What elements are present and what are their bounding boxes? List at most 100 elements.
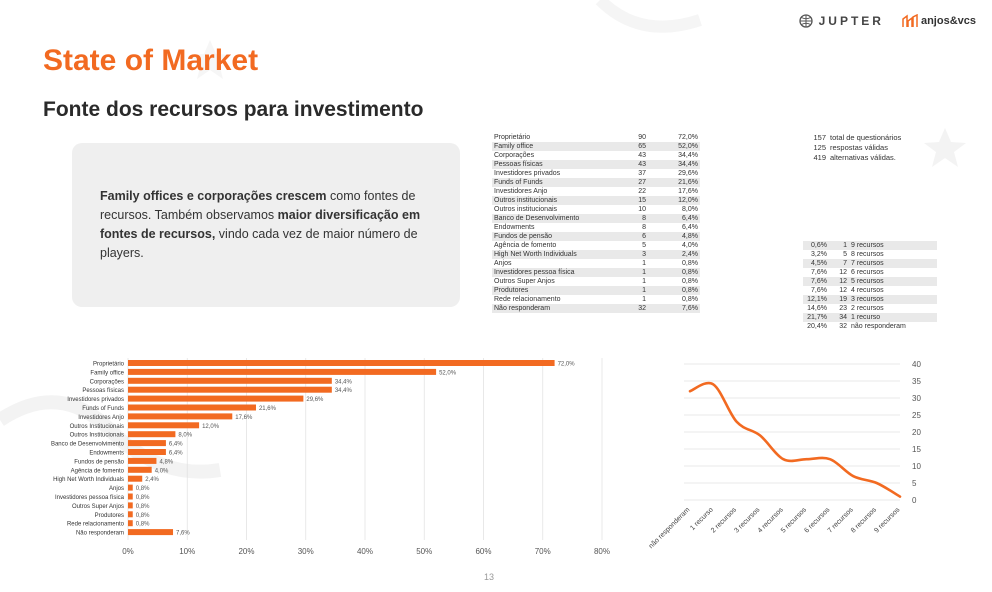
bar bbox=[128, 413, 233, 420]
table-row: Produtores 1 0,8% bbox=[492, 286, 700, 295]
bar-x-tick-label: 50% bbox=[416, 547, 432, 556]
source-pct: 7,6% bbox=[648, 304, 700, 313]
resource-count: 32 bbox=[839, 323, 847, 330]
bar-category-label: Outros Institucionais bbox=[70, 424, 124, 430]
summary-text-4: vindo cada vez de maior número de player… bbox=[100, 227, 418, 260]
bar-category-label: Rede relacionamento bbox=[67, 522, 125, 528]
source-pct: 4,0% bbox=[682, 242, 698, 249]
source-pct: 2,4% bbox=[648, 250, 700, 259]
table-row: 7,6% 12 5 recursos bbox=[803, 277, 937, 286]
bar-value-label: 72,0% bbox=[558, 362, 576, 368]
source-pct: 0,8% bbox=[682, 278, 698, 285]
line-y-tick-label: 25 bbox=[912, 411, 921, 420]
bar bbox=[128, 457, 157, 464]
bar-value-label: 21,6% bbox=[259, 406, 277, 412]
bar-value-label: 6,4% bbox=[169, 442, 183, 448]
bar-category-label: Produtores bbox=[95, 513, 124, 519]
bar-value-label: 34,4% bbox=[335, 388, 353, 394]
source-label: Funds of Funds bbox=[492, 178, 622, 187]
resource-count: 5 bbox=[843, 251, 847, 258]
jupter-logo: JUPTER bbox=[798, 14, 884, 28]
bar-x-tick-label: 20% bbox=[238, 547, 254, 556]
source-label: Produtores bbox=[492, 286, 622, 295]
bar-category-label: Banco de Desenvolvimento bbox=[51, 442, 125, 448]
bar bbox=[128, 395, 304, 402]
source-count: 22 bbox=[638, 188, 646, 195]
bar-category-label: Outros Institucionais bbox=[70, 433, 124, 439]
bar bbox=[128, 520, 133, 527]
table-row: 0,6% 1 9 recursos bbox=[803, 241, 937, 250]
resource-label: 1 recurso bbox=[849, 313, 937, 322]
source-label: Anjos bbox=[494, 260, 512, 267]
bar bbox=[128, 502, 133, 509]
source-count: 15 bbox=[622, 196, 648, 205]
resource-count: 12 bbox=[829, 277, 849, 286]
bar-value-label: 29,6% bbox=[306, 397, 324, 403]
source-pct: 34,4% bbox=[678, 152, 698, 159]
table-row: Rede relacionamento 1 0,8% bbox=[492, 295, 700, 304]
source-label: Fundos de pensão bbox=[492, 232, 622, 241]
resource-label: 4 recursos bbox=[851, 287, 884, 294]
resource-pct: 12,1% bbox=[803, 295, 829, 304]
table-row: 12,1% 19 3 recursos bbox=[803, 295, 937, 304]
source-pct: 0,8% bbox=[682, 260, 698, 267]
anjos-building-icon bbox=[902, 14, 918, 27]
resource-count: 1 bbox=[829, 241, 849, 250]
source-pct: 6,4% bbox=[648, 214, 700, 223]
source-count: 43 bbox=[622, 160, 648, 169]
line-y-tick-label: 40 bbox=[912, 360, 921, 369]
resource-label: 2 recursos bbox=[851, 305, 884, 312]
anjos-logo-text: anjos&vcs bbox=[920, 15, 976, 27]
bar bbox=[128, 466, 152, 473]
resource-label: 3 recursos bbox=[849, 295, 937, 304]
source-pct: 29,6% bbox=[678, 170, 698, 177]
source-pct: 34,4% bbox=[648, 160, 700, 169]
resource-count: 12 bbox=[839, 287, 847, 294]
source-count: 1 bbox=[622, 286, 648, 295]
bar-value-label: 0,8% bbox=[136, 522, 150, 528]
resource-pct: 7,6% bbox=[811, 269, 827, 276]
table-row: Anjos 1 0,8% bbox=[492, 259, 700, 268]
jupter-logo-text: JUPTER bbox=[818, 14, 884, 28]
source-label: Investidores privados bbox=[494, 170, 561, 177]
bar-category-label: Investidores privados bbox=[67, 397, 124, 403]
line-x-tick-label: 9 recursos bbox=[873, 506, 901, 534]
source-label: Investidores pessoa física bbox=[492, 268, 622, 277]
totals-number: 157 bbox=[813, 133, 826, 142]
bar-x-tick-label: 80% bbox=[594, 547, 610, 556]
table-row: Investidores privados 37 29,6% bbox=[492, 169, 700, 178]
table-row: Não responderam 32 7,6% bbox=[492, 304, 700, 313]
summary-bold-1: Family offices e corporações crescem bbox=[100, 189, 327, 203]
source-count: 5 bbox=[642, 242, 646, 249]
source-label: Outros institucionais bbox=[494, 206, 558, 213]
bar bbox=[128, 404, 256, 411]
source-label: Outros Super Anjos bbox=[494, 278, 555, 285]
bar-category-label: Fundos de pensão bbox=[74, 459, 124, 465]
source-count: 65 bbox=[622, 142, 648, 151]
bar-value-label: 4,8% bbox=[159, 459, 173, 465]
source-label: Outros institucionais bbox=[492, 196, 622, 205]
line-x-tick-label: não responderam bbox=[648, 506, 692, 550]
bar-value-label: 17,6% bbox=[235, 415, 253, 421]
bar bbox=[128, 484, 133, 491]
table-row: Corporações 43 34,4% bbox=[492, 151, 700, 160]
line-y-tick-label: 15 bbox=[912, 445, 921, 454]
bar-category-label: Investidores pessoa física bbox=[55, 495, 125, 501]
source-label: Investidores Anjo bbox=[494, 188, 548, 195]
table-row: Proprietário 90 72,0% bbox=[492, 133, 700, 142]
resource-count: 12 bbox=[839, 269, 847, 276]
source-label: Endowments bbox=[494, 224, 535, 231]
table-row: 7,6% 12 4 recursos bbox=[803, 286, 937, 295]
bar-value-label: 4,0% bbox=[155, 468, 169, 474]
bar-category-label: Pessoas físicas bbox=[82, 388, 124, 394]
source-count: 32 bbox=[622, 304, 648, 313]
totals-number: 419 bbox=[813, 153, 826, 162]
source-count: 27 bbox=[622, 178, 648, 187]
table-row: Pessoas físicas 43 34,4% bbox=[492, 160, 700, 169]
bar-category-label: Endowments bbox=[89, 451, 124, 457]
bar-value-label: 0,8% bbox=[136, 513, 150, 519]
table-row: Fundos de pensão 6 4,8% bbox=[492, 232, 700, 241]
sources-bar-chart: 0% 10% 20% 30% 40% 50% 60% 70% 80% Proprietário 72… bbox=[51, 358, 610, 556]
source-label: Banco de Desenvolvimento bbox=[492, 214, 622, 223]
table-row: 4,5% 7 7 recursos bbox=[803, 259, 937, 268]
